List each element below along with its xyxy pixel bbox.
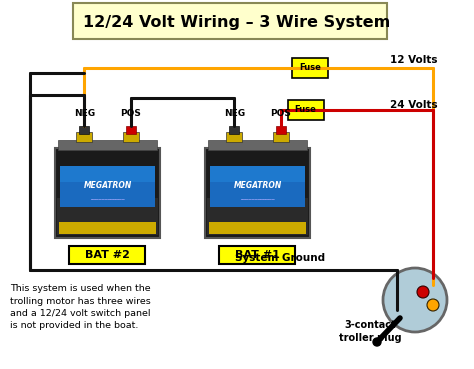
Bar	[123, 132, 138, 142]
Text: This system is used when the
trolling motor has three wires
and a 12/24 volt swi: This system is used when the trolling mo…	[10, 284, 151, 331]
Text: 3-contact
troller plug: 3-contact troller plug	[339, 320, 401, 343]
Text: ────────────: ────────────	[240, 197, 275, 202]
Bar	[208, 140, 307, 150]
Circle shape	[373, 338, 381, 346]
Bar	[80, 126, 90, 134]
Text: Fuse: Fuse	[299, 63, 321, 72]
Bar	[126, 126, 136, 134]
Text: NEG: NEG	[74, 109, 95, 118]
Bar	[219, 246, 295, 264]
Text: BAT #2: BAT #2	[85, 250, 130, 260]
Text: POS: POS	[120, 109, 141, 118]
Bar	[210, 166, 305, 207]
Text: 12 Volts: 12 Volts	[390, 55, 438, 65]
Text: Fuse: Fuse	[295, 106, 317, 114]
Bar	[59, 222, 156, 234]
Circle shape	[427, 299, 439, 311]
Text: NEG: NEG	[224, 109, 245, 118]
Bar	[292, 58, 328, 78]
Bar	[229, 126, 239, 134]
Text: BAT #1: BAT #1	[235, 250, 280, 260]
Bar	[275, 126, 286, 134]
Bar	[70, 246, 146, 264]
Text: POS: POS	[270, 109, 291, 118]
Text: ────────────: ────────────	[90, 197, 125, 202]
Text: MEGATRON: MEGATRON	[83, 181, 132, 190]
Text: MEGATRON: MEGATRON	[233, 181, 282, 190]
Bar	[58, 140, 157, 150]
FancyBboxPatch shape	[73, 3, 387, 39]
Bar	[55, 148, 160, 238]
Text: 12/24 Volt Wiring – 3 Wire System: 12/24 Volt Wiring – 3 Wire System	[83, 15, 391, 31]
Text: 24 Volts: 24 Volts	[390, 100, 438, 110]
Circle shape	[417, 286, 429, 298]
Bar	[273, 132, 289, 142]
Bar	[207, 197, 308, 235]
Bar	[57, 197, 158, 235]
Bar	[76, 132, 92, 142]
Bar	[205, 148, 310, 238]
Bar	[60, 166, 155, 207]
Text: System Ground: System Ground	[235, 253, 325, 263]
Bar	[209, 222, 306, 234]
Bar	[288, 100, 324, 120]
Bar	[227, 132, 242, 142]
Bar	[60, 166, 155, 182]
Circle shape	[383, 268, 447, 332]
Bar	[210, 166, 305, 182]
